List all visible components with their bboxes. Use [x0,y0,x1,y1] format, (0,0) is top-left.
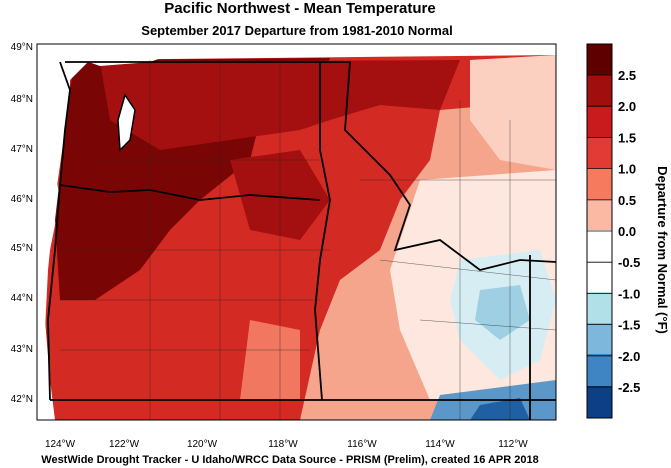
colorbar-label: -0.5 [618,255,640,270]
subtitle: September 2017 Departure from 1981-2010 … [141,23,452,38]
lat-label: 49°N [11,42,33,53]
colorbar-label: 1.0 [618,162,636,177]
lon-label: 114°W [425,439,455,450]
lon-label: 116°W [347,439,377,450]
lat-label: 47°N [11,144,33,155]
lat-label: 42°N [11,394,33,405]
footer: WestWide Drought Tracker - U Idaho/WRCC … [41,454,538,466]
colorbar-label: -1.5 [618,318,640,333]
title: Pacific Northwest - Mean Temperature [164,0,435,17]
colorbar-label: -2.0 [618,349,640,364]
colorbar-label: 0.0 [618,224,636,239]
map [36,43,557,421]
lat-label: 48°N [11,94,33,105]
lat-label: 46°N [11,194,33,205]
colorbar-label: -2.5 [618,380,640,395]
lat-labels: 49°N 48°N 47°N 46°N 45°N 44°N 43°N 42°N [11,42,33,405]
lon-label: 118°W [268,439,298,450]
lat-label: 45°N [11,243,33,254]
colorbar-label: -1.0 [618,286,640,301]
colorbar-label: 2.0 [618,99,636,114]
lat-label: 44°N [11,293,33,304]
colorbar-label: 0.5 [618,193,636,208]
lon-label: 120°W [187,439,218,450]
lon-labels: 124°W 122°W 120°W 118°W 116°W 114°W 112°… [45,439,528,450]
colorbar [586,43,613,419]
colorbar-labels: 2.5 2.0 1.5 1.0 0.5 0.0 -0.5 -1.0 -1.5 -2.0 -2.5 [618,68,640,395]
colorbar-label: 2.5 [618,68,636,83]
lon-label: 124°W [45,439,76,450]
colorbar-title: Departure from Normal (°F) [655,166,670,334]
lat-label: 43°N [11,344,33,355]
lon-label: 112°W [498,439,528,450]
lon-label: 122°W [109,439,140,450]
colorbar-label: 1.5 [618,130,636,145]
